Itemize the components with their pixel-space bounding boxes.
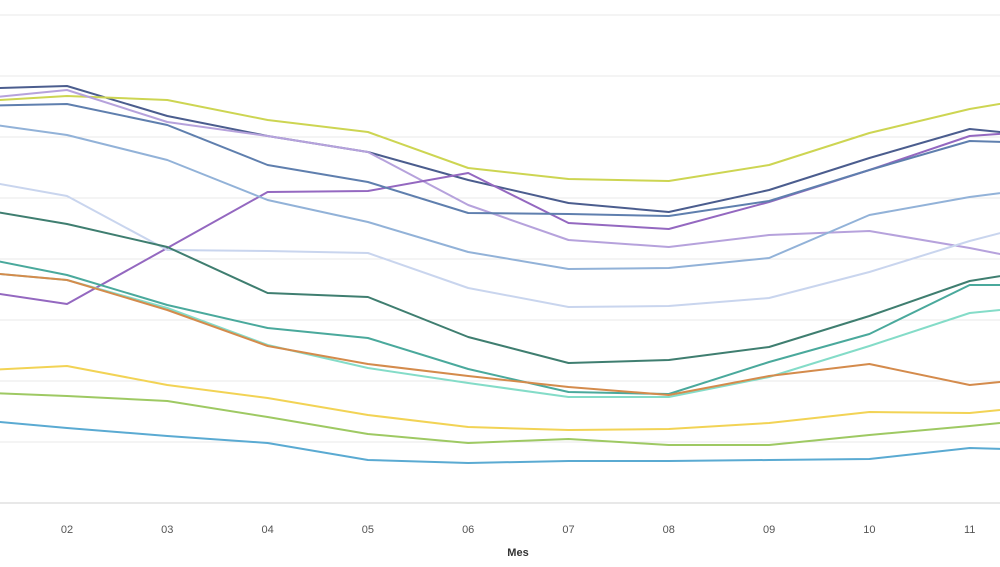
series-line bbox=[0, 260, 1000, 395]
x-axis-title: Mes bbox=[507, 547, 528, 559]
series-line bbox=[0, 103, 1000, 217]
x-tick-label: 05 bbox=[362, 524, 374, 536]
series-line bbox=[0, 182, 1000, 308]
grid bbox=[0, 14, 1000, 504]
series-line bbox=[0, 365, 1000, 431]
x-axis: 02 03 04 05 06 07 08 09 10 11 bbox=[61, 524, 976, 536]
x-tick-label: 11 bbox=[964, 524, 975, 536]
series-line bbox=[0, 392, 1000, 446]
x-tick-label: 10 bbox=[863, 524, 875, 536]
x-tick-label: 02 bbox=[61, 524, 73, 536]
series-line bbox=[0, 95, 1000, 182]
series-line bbox=[0, 272, 1000, 398]
x-tick-label: 09 bbox=[763, 524, 775, 536]
x-tick-label: 07 bbox=[562, 524, 574, 536]
series-line bbox=[0, 272, 1000, 396]
series-line bbox=[0, 85, 1000, 213]
series-line bbox=[0, 124, 1000, 270]
series-line bbox=[0, 420, 1000, 464]
series-line bbox=[0, 89, 1000, 256]
x-tick-label: 06 bbox=[462, 524, 474, 536]
series-line bbox=[0, 211, 1000, 364]
x-tick-label: 03 bbox=[161, 524, 173, 536]
x-tick-label: 08 bbox=[663, 524, 675, 536]
x-tick-label: 04 bbox=[261, 524, 273, 536]
plot-area bbox=[0, 85, 1000, 464]
